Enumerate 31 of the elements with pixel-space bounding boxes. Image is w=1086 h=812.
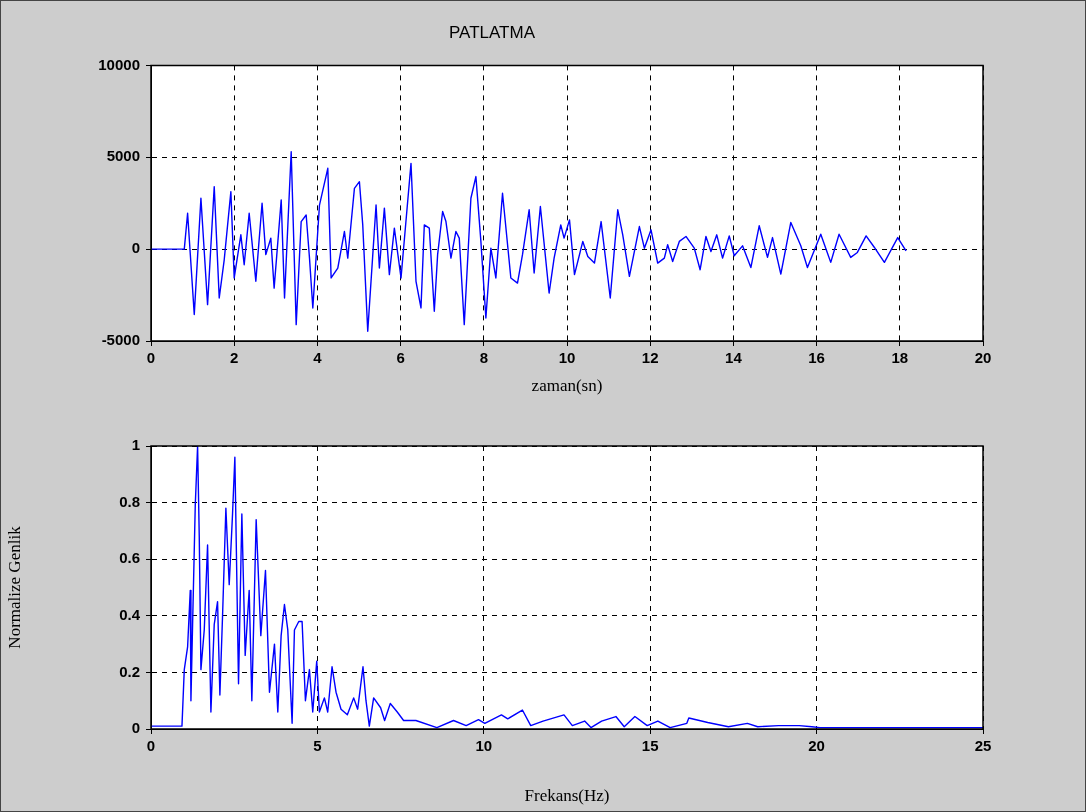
x-axis-title: Frekans(Hz) [524, 786, 610, 806]
x-tick-label: 5 [313, 737, 322, 755]
x-tick-label: 8 [479, 349, 488, 367]
y-axis-title: Normalize Genlik [4, 525, 24, 649]
x-tick-label: 16 [808, 349, 825, 367]
x-tick-label: 4 [313, 349, 323, 367]
y-tick-label: 0.4 [119, 605, 141, 623]
y-tick-label: 0.8 [119, 492, 140, 510]
x-tick-label: 14 [725, 349, 743, 367]
x-tick-label: 10 [558, 349, 576, 367]
y-tick-label: 0.2 [119, 662, 140, 680]
x-tick-label: 15 [641, 737, 659, 755]
x-tick-label: 2 [230, 349, 239, 367]
x-tick-label: 12 [641, 349, 659, 367]
x-tick-label: 0 [146, 737, 156, 755]
y-tick-label: 5000 [106, 147, 140, 165]
x-axis-title: zaman(sn) [531, 376, 603, 396]
y-tick-label: -5000 [101, 331, 140, 349]
x-tick-label: 18 [891, 349, 909, 367]
x-tick-label: 20 [808, 737, 825, 755]
chart-title: PATLATMA [449, 22, 536, 42]
y-tick-label: 0.6 [119, 549, 140, 567]
x-tick-label: 25 [974, 737, 992, 755]
x-tick-label: 10 [475, 737, 493, 755]
y-tick-label: 10000 [98, 55, 140, 73]
y-tick-label: 0 [131, 239, 140, 257]
x-tick-label: 0 [146, 349, 156, 367]
x-tick-label: 6 [396, 349, 405, 367]
y-tick-label: 1 [131, 436, 140, 454]
y-tick-label: 0 [131, 719, 140, 737]
x-tick-label: 20 [974, 349, 992, 367]
